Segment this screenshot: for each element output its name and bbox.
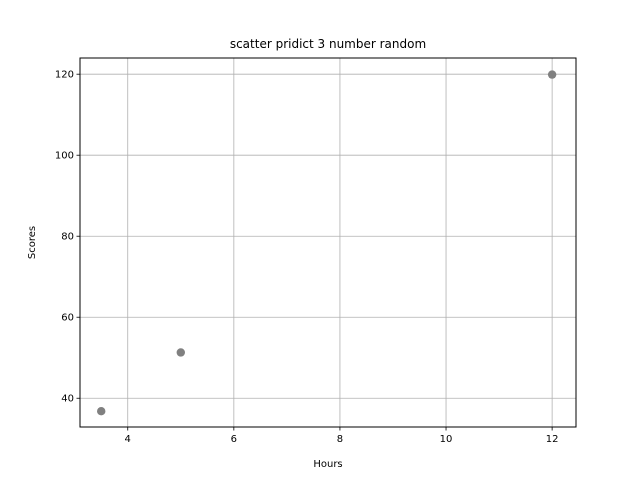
y-tick-label: 100: [55, 151, 74, 162]
scatter-point: [547, 70, 557, 79]
grid-lines: [80, 58, 576, 427]
x-tick-label: 12: [546, 434, 559, 445]
chart-title: scatter pridict 3 number random: [230, 37, 426, 51]
scatter-point: [176, 348, 185, 357]
data-points: [97, 70, 557, 416]
plot-area-frame: [79, 57, 577, 428]
x-tick-label: 8: [337, 434, 343, 445]
y-tick-label: 80: [61, 232, 74, 243]
y-tick-label: 120: [55, 70, 74, 81]
scatter-point: [97, 407, 106, 416]
x-tick-label: 4: [125, 434, 131, 445]
x-axis-label: Hours: [313, 459, 342, 470]
axis-ticks: 4 6 8 10 12 40 60 80 100 120: [55, 70, 559, 445]
y-tick-label: 60: [61, 313, 74, 324]
x-tick-label: 10: [440, 434, 453, 445]
x-tick-label: 6: [231, 434, 237, 445]
y-axis-label: Scores: [27, 226, 38, 259]
y-tick-label: 40: [61, 394, 74, 405]
